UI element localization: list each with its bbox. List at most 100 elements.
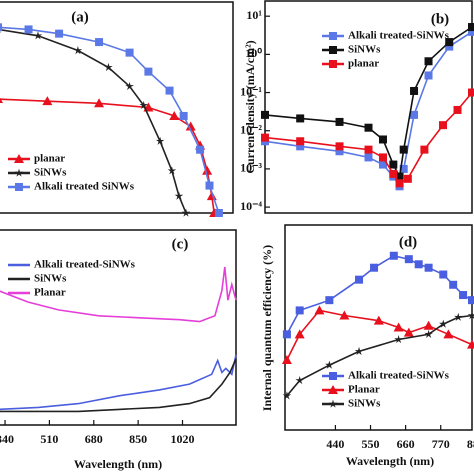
marker	[420, 145, 429, 154]
x-tick-label: 1020	[171, 432, 195, 446]
x-tick-label: 440	[326, 437, 344, 451]
marker	[467, 339, 474, 349]
panel-label: (b)	[431, 11, 449, 27]
y-axis-label: Current density (mA/cm²)	[243, 40, 257, 173]
legend-marker	[329, 372, 337, 380]
marker	[364, 145, 373, 154]
x-tick-label: 660	[397, 437, 415, 451]
marker	[439, 270, 448, 279]
x-tick-label: 550	[362, 437, 380, 451]
series-line	[0, 358, 237, 413]
panel-label: (c)	[172, 236, 189, 252]
x-axis-label: Wavelength (nm)	[346, 454, 434, 468]
marker	[155, 136, 165, 145]
marker	[424, 71, 433, 80]
x-tick-label: 770	[432, 437, 450, 451]
marker	[378, 135, 387, 144]
legend-label: Alkali treated-SiNWs	[348, 30, 450, 42]
marker	[404, 255, 413, 264]
y-tick-label: 10¹	[246, 8, 262, 22]
marker	[125, 81, 134, 90]
legend-marker	[328, 385, 338, 394]
marker	[295, 306, 304, 315]
marker	[202, 165, 213, 175]
marker	[325, 296, 334, 305]
marker	[282, 330, 291, 339]
marker	[449, 280, 458, 289]
marker	[399, 164, 408, 173]
marker	[443, 329, 454, 339]
x-tick-label: 680	[85, 432, 103, 446]
marker	[296, 114, 305, 123]
legend-label: Alkali treated-SiNWs	[348, 370, 450, 382]
marker	[73, 46, 83, 55]
plot-frame	[0, 229, 237, 426]
marker	[0, 97, 3, 104]
marker	[281, 354, 292, 364]
plot-frame	[284, 224, 473, 431]
marker	[364, 123, 373, 132]
marker	[282, 391, 292, 400]
marker	[169, 110, 180, 120]
marker	[42, 96, 53, 106]
marker	[335, 142, 344, 151]
marker	[454, 312, 463, 321]
marker	[389, 160, 398, 169]
marker	[0, 23, 2, 32]
marker	[394, 335, 403, 344]
legend-label: SiNWs	[34, 273, 67, 285]
marker	[414, 260, 423, 269]
marker	[389, 169, 398, 178]
marker	[296, 142, 305, 151]
legend-label: SiNWs	[348, 44, 381, 56]
panel-label: (d)	[399, 234, 417, 250]
marker	[144, 67, 153, 76]
legend-label: Planar	[34, 287, 66, 299]
marker	[325, 360, 334, 369]
legend-label: SiNWs	[348, 398, 381, 410]
marker	[314, 305, 325, 315]
marker	[395, 172, 404, 181]
marker	[403, 327, 414, 337]
marker	[355, 275, 364, 284]
marker	[393, 322, 404, 332]
x-tick-label: 510	[40, 432, 58, 446]
legend-marker	[329, 32, 337, 40]
marker	[296, 137, 305, 146]
series-line	[0, 28, 187, 214]
legend-marker	[329, 60, 337, 68]
x-tick-label: 850	[129, 432, 147, 446]
marker	[95, 38, 104, 47]
series-line	[0, 266, 237, 323]
legend-label: planar	[34, 153, 65, 165]
marker	[261, 133, 269, 142]
marker	[453, 105, 462, 114]
legend-label: planar	[348, 58, 379, 70]
legend-marker	[14, 154, 24, 163]
marker	[139, 100, 148, 109]
marker	[378, 153, 387, 162]
marker	[354, 346, 364, 356]
y-tick-label: 10⁻¹	[240, 84, 262, 98]
y-axis-label: Internal quantum efficiency (%)	[260, 245, 274, 411]
marker	[403, 174, 412, 183]
legend-marker	[14, 168, 24, 177]
marker	[468, 27, 474, 36]
x-axis-label: Wavelength (nm)	[74, 457, 162, 471]
marker	[185, 121, 196, 131]
legend-label: SiNWs	[34, 167, 67, 179]
x-tick-label: 880	[467, 437, 474, 451]
marker	[423, 320, 434, 330]
legend-label: Alkali treated SiNWs	[34, 181, 135, 193]
marker	[468, 88, 474, 97]
marker	[165, 86, 174, 95]
y-tick-label: 10⁰	[245, 46, 262, 60]
marker	[196, 145, 205, 154]
marker	[55, 29, 64, 38]
series-line	[286, 309, 473, 361]
marker	[335, 117, 344, 126]
y-tick-label: 10⁻²	[240, 122, 262, 136]
y-tick-label: 10⁻⁴	[240, 199, 262, 213]
marker	[373, 315, 384, 325]
